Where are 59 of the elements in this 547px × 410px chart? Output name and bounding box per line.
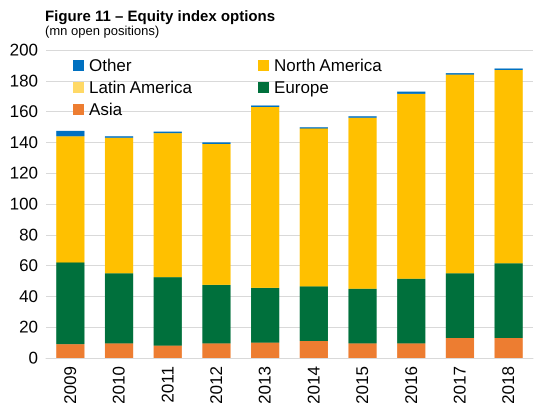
bar <box>154 277 182 346</box>
bar <box>154 133 182 278</box>
bar <box>397 94 426 279</box>
x-tick-label: 2015 <box>353 366 372 404</box>
bar <box>56 136 84 263</box>
y-tick-label: 180 <box>10 71 38 90</box>
bar <box>494 263 523 338</box>
x-tick-label: 2009 <box>60 366 80 404</box>
y-tick-label: 20 <box>19 318 38 337</box>
legend-label: Other <box>89 56 132 75</box>
bar <box>397 278 426 344</box>
chart-title: Figure 11 – Equity index options <box>45 8 276 25</box>
legend-label: Latin America <box>89 78 193 97</box>
y-tick-label: 0 <box>28 348 38 368</box>
bar <box>348 343 377 358</box>
x-tick-label: 2012 <box>206 366 226 404</box>
bar <box>494 70 523 264</box>
bar <box>251 342 280 358</box>
bar <box>104 343 134 358</box>
x-tick-label: 2011 <box>158 366 178 403</box>
y-tick-label: 120 <box>10 164 38 183</box>
bar <box>300 341 328 358</box>
legend-label: Europe <box>274 78 329 97</box>
y-tick-label: 60 <box>19 256 38 276</box>
bar <box>446 273 474 338</box>
legend-label: Asia <box>89 100 123 119</box>
bar <box>251 106 280 288</box>
bar <box>202 284 231 344</box>
bar <box>104 273 134 344</box>
bar <box>348 118 377 289</box>
y-tick-label: 40 <box>19 286 38 306</box>
x-tick-label: 2013 <box>256 366 275 404</box>
x-tick-label: 2014 <box>304 366 324 404</box>
bar <box>56 130 84 136</box>
bar <box>494 338 523 358</box>
bar <box>202 144 231 285</box>
y-tick-label: 200 <box>10 40 38 60</box>
bar <box>446 338 474 358</box>
bar <box>348 288 377 344</box>
bar <box>56 344 84 358</box>
y-tick-label: 140 <box>10 132 38 152</box>
y-tick-label: 80 <box>19 225 38 244</box>
bar <box>300 128 328 286</box>
y-tick-label: 100 <box>10 194 38 214</box>
x-tick-label: 2017 <box>450 366 470 404</box>
y-tick-label: 160 <box>10 102 38 122</box>
bar <box>104 138 134 274</box>
bar <box>251 288 280 343</box>
bar <box>56 262 84 344</box>
x-tick-label: 2016 <box>402 366 421 404</box>
bar <box>300 286 328 342</box>
legend-label: North America <box>274 56 382 75</box>
bar <box>446 74 474 274</box>
x-tick-label: 2018 <box>499 366 518 404</box>
chart-subtitle: (mn open positions) <box>45 23 160 38</box>
bar <box>154 346 182 358</box>
bar <box>202 343 231 358</box>
bar <box>397 343 426 358</box>
x-tick-label: 2010 <box>110 366 129 404</box>
